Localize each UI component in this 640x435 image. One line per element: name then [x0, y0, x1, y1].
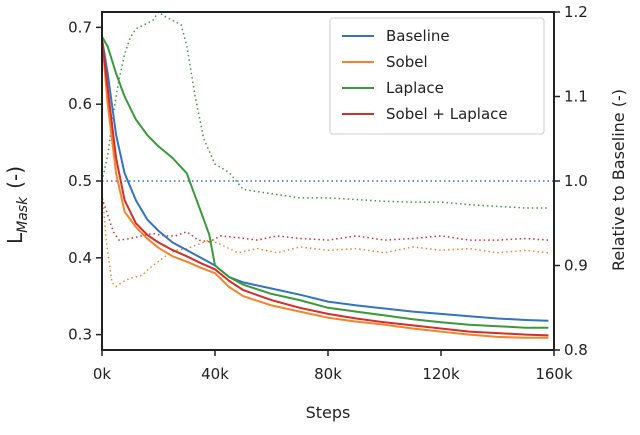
right-y-axis-title: Relative to Baseline (-)	[609, 89, 628, 271]
left-y-axis-title-sub: Mask	[15, 196, 31, 233]
relative-series-line-2	[101, 189, 549, 288]
legend-box	[329, 17, 545, 135]
relative-series-line-4	[101, 197, 549, 243]
left-y-tick-label: 0.5	[68, 172, 92, 190]
left-y-axis-title-main: L	[3, 232, 27, 244]
svg-text:LMask(-): LMask (-)	[3, 166, 31, 244]
series-line-sobel-laplace	[101, 38, 549, 337]
right-y-tick-label: 0.8	[564, 341, 588, 359]
series-line-laplace	[101, 36, 549, 329]
x-tick-label: 40k	[201, 365, 229, 383]
x-axis-title: Steps	[306, 403, 351, 422]
x-tick-label: 160k	[535, 365, 573, 383]
left-y-tick-label: 0.6	[68, 95, 92, 113]
right-y-tick-label: 1.0	[564, 172, 588, 190]
left-y-axis-title-unit: (-)	[3, 166, 27, 189]
right-y-tick-label: 0.9	[564, 257, 588, 275]
left-y-tick-label: 0.7	[68, 18, 92, 36]
left-y-axis-ticks: 0.3 0.4 0.5 0.6 0.7	[68, 18, 102, 344]
legend-label-sobel: Sobel	[386, 53, 428, 71]
legend: Baseline Sobel Laplace Sobel + Laplace	[329, 17, 545, 135]
x-tick-label: 120k	[422, 365, 460, 383]
right-y-axis-ticks: 0.8 0.9 1.0 1.1 1.2	[554, 3, 588, 359]
right-y-tick-label: 1.1	[564, 88, 588, 106]
left-y-tick-label: 0.3	[68, 326, 92, 344]
series-line-sobel	[101, 38, 549, 339]
x-axis-ticks: 0k 40k 80k 120k 160k	[93, 350, 573, 383]
main-series-layer	[101, 36, 549, 339]
relative-series-layer	[101, 10, 554, 288]
right-y-tick-label: 1.2	[564, 3, 588, 21]
series-line-baseline	[101, 38, 549, 322]
left-y-tick-label: 0.4	[68, 249, 92, 267]
left-y-axis-title: LMask (-)	[3, 166, 31, 244]
legend-label-laplace: Laplace	[386, 79, 444, 97]
legend-label-baseline: Baseline	[386, 27, 450, 45]
x-tick-label: 80k	[314, 365, 342, 383]
x-tick-label: 0k	[93, 365, 112, 383]
legend-label-sobel-laplace: Sobel + Laplace	[386, 105, 508, 123]
relative-series-line-3	[101, 10, 549, 209]
